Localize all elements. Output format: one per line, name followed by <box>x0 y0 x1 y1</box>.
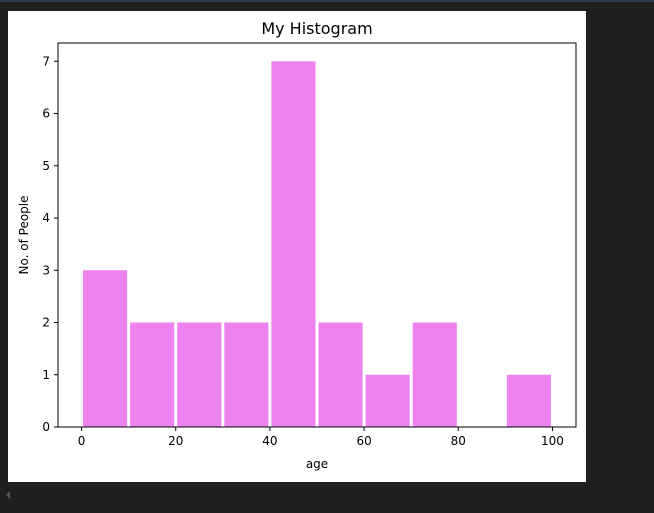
histogram-bar-3 <box>224 322 269 427</box>
histogram-bar-7 <box>412 322 457 427</box>
y-tick-label: 7 <box>42 54 50 68</box>
histogram-bar-0 <box>83 270 128 427</box>
x-ticks: 0 20 40 60 80 100 <box>78 427 564 448</box>
axes-frame <box>57 42 577 428</box>
x-axis-label: age <box>306 457 328 471</box>
y-tick-label: 3 <box>42 263 50 277</box>
histogram-bar-5 <box>318 322 363 427</box>
histogram-bar-9 <box>506 374 551 427</box>
histogram-bar-4 <box>271 61 316 428</box>
y-tick-label: 4 <box>42 211 50 225</box>
x-tick-label: 0 <box>78 434 86 448</box>
histogram-bar-1 <box>130 322 175 427</box>
y-tick-label: 2 <box>42 316 50 330</box>
x-tick-label: 40 <box>262 434 277 448</box>
histogram-bar-6 <box>365 374 410 427</box>
y-tick-label: 5 <box>42 159 50 173</box>
figure-canvas: My Histogram 0 20 40 60 80 100 0 1 2 3 4 5 6 7 age N… <box>8 11 586 482</box>
scroll-left-icon[interactable] <box>6 491 10 499</box>
x-tick-label: 20 <box>168 434 183 448</box>
bars-group <box>83 61 551 428</box>
y-ticks: 0 1 2 3 4 5 6 7 <box>42 54 58 434</box>
histogram-chart: My Histogram 0 20 40 60 80 100 0 1 2 3 4 5 6 7 age N… <box>17 19 577 471</box>
window-top-strip <box>0 0 654 2</box>
histogram-bar-2 <box>177 322 222 427</box>
bottom-bar <box>0 482 654 513</box>
x-tick-label: 80 <box>451 434 466 448</box>
y-tick-label: 0 <box>42 420 50 434</box>
x-tick-label: 60 <box>356 434 371 448</box>
chart-title: My Histogram <box>261 19 372 38</box>
x-tick-label: 100 <box>541 434 564 448</box>
y-axis-label: No. of People <box>17 196 31 275</box>
y-tick-label: 1 <box>42 368 50 382</box>
y-tick-label: 6 <box>42 107 50 121</box>
